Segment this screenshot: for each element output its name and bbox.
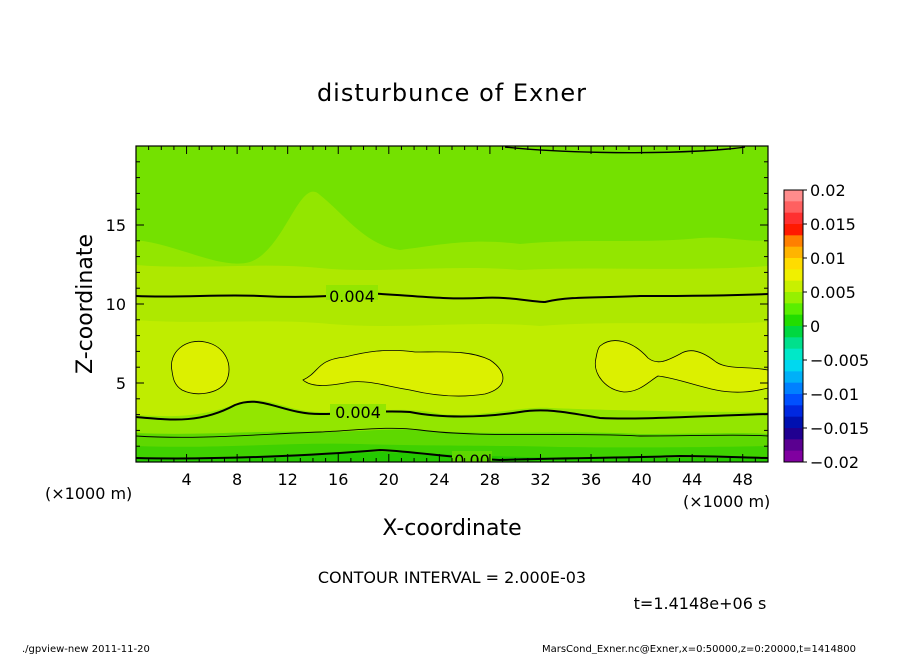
contour-interval-text: CONTOUR INTERVAL = 2.000E-03	[318, 568, 586, 587]
x-tick-label: 28	[480, 470, 500, 489]
footer-left: ./gpview-new 2011-11-20	[22, 644, 150, 654]
colorbar-swatch	[784, 382, 803, 395]
x-tick-label: 8	[232, 470, 242, 489]
time-text: t=1.4148e+06 s	[634, 594, 767, 613]
colorbar-tick-label: −0.01	[810, 385, 859, 404]
high-region-3	[594, 340, 768, 393]
colorbar-swatch	[784, 371, 803, 384]
colorbar-tick-label: 0.005	[810, 283, 856, 302]
contour-line-lower-b	[136, 427, 768, 438]
contour-label: 0.004	[335, 403, 381, 422]
colorbar-swatch	[784, 416, 803, 429]
colorbar-swatch	[784, 269, 803, 282]
y-tick-label: 5	[116, 374, 126, 393]
contour-field: 0.004 0.004 0.00	[136, 146, 768, 470]
x-tick-label: 24	[429, 470, 449, 489]
colorbar-tick-label: −0.015	[810, 419, 869, 438]
colorbar-swatch	[784, 258, 803, 270]
contour-line-0.00	[136, 448, 768, 462]
colorbar-swatch	[784, 303, 803, 316]
contour-line-lower-0.004	[136, 400, 768, 421]
x-tick-label: 36	[581, 470, 601, 489]
colorbar-tick-label: 0	[810, 317, 820, 336]
contour-label-bg-1	[326, 285, 378, 300]
x-left-unit-label: (×1000 m)	[45, 484, 132, 503]
contour-label: 0.004	[329, 287, 375, 306]
colorbar: 0.02 0.015 0.01 0.005 0 −0.005 −0.01 −0.015 −0.0…	[783, 181, 869, 472]
x-tick-label: 44	[682, 470, 702, 489]
colorbar-swatch	[784, 439, 803, 452]
contour-label-bg-2	[330, 404, 386, 420]
colorbar-tick-label: −0.02	[810, 453, 859, 472]
chart-title: disturbunce of Exner	[317, 79, 587, 107]
high-region-1	[171, 340, 230, 395]
contour-label: 0.00	[454, 451, 490, 470]
colorbar-swatch	[784, 235, 803, 248]
x-right-unit-label: (×1000 m)	[683, 492, 770, 511]
y-tick-label: 10	[106, 295, 126, 314]
colorbar-swatch	[784, 246, 803, 259]
colorbar-swatch	[784, 224, 803, 236]
colorbar-tick-label: 0.015	[810, 215, 856, 234]
x-tick-label: 20	[379, 470, 399, 489]
colorbar-swatch	[784, 326, 803, 338]
x-axis: 4 8 12 16 20 24 28 32 36 40 44 48	[148, 146, 756, 489]
colorbar-swatch	[784, 190, 803, 202]
y-axis: 5 10 15	[106, 161, 768, 447]
x-tick-label: 12	[278, 470, 298, 489]
y-tick-label: 15	[106, 216, 126, 235]
footer-right: MarsCond_Exner.nc@Exner,x=0:50000,z=0:20…	[542, 644, 856, 654]
colorbar-swatch	[784, 428, 803, 440]
contour-line-top-edge	[504, 146, 746, 154]
high-region-2	[302, 350, 504, 397]
x-tick-label: 4	[181, 470, 191, 489]
x-tick-label: 48	[733, 470, 753, 489]
colorbar-swatch	[784, 212, 803, 225]
colorbar-swatch	[784, 360, 803, 372]
colorbar-swatch	[784, 314, 803, 327]
x-tick-label: 40	[631, 470, 651, 489]
colorbar-swatch	[784, 394, 803, 406]
y-axis-title: Z-coordinate	[73, 234, 98, 374]
colorbar-swatch	[784, 337, 803, 350]
contour-label-bg-3	[452, 451, 492, 462]
colorbar-swatch	[784, 201, 803, 214]
x-tick-label: 32	[530, 470, 550, 489]
contour-line-upper-0.004	[136, 291, 768, 304]
colorbar-swatch	[784, 292, 803, 304]
colorbar-swatch	[784, 348, 803, 361]
colorbar-swatch	[784, 280, 803, 293]
x-axis-title: X-coordinate	[382, 516, 521, 541]
colorbar-swatch	[784, 450, 803, 463]
colorbar-tick-label: 0.02	[810, 181, 846, 200]
x-tick-label: 16	[328, 470, 348, 489]
colorbar-tick-label: 0.01	[810, 249, 846, 268]
colorbar-swatch	[784, 405, 803, 418]
colorbar-tick-label: −0.005	[810, 351, 869, 370]
